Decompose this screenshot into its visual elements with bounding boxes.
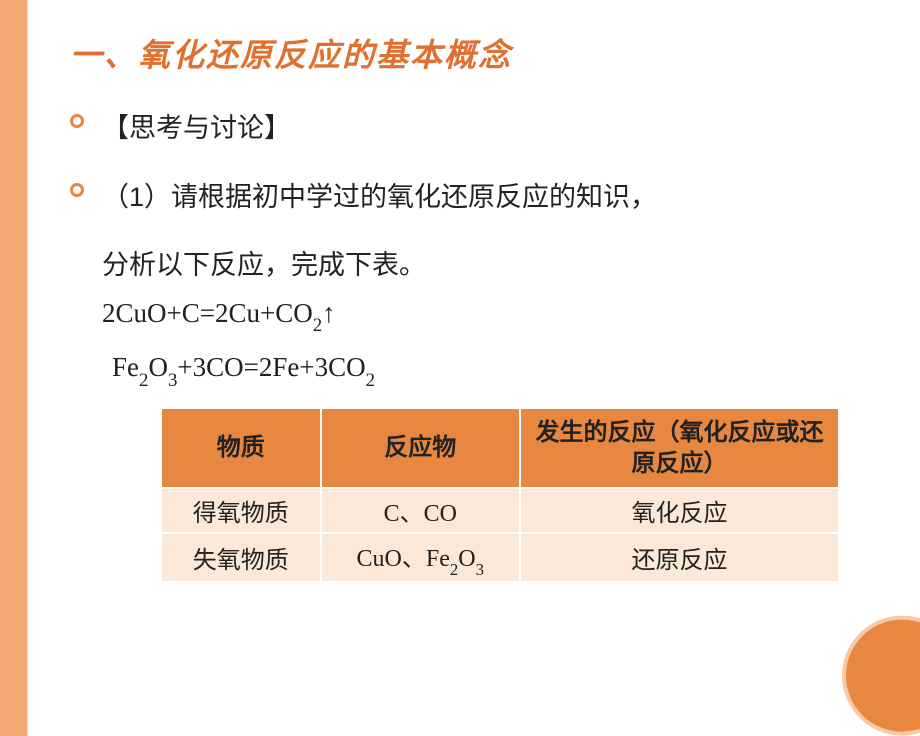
cell-r2c2: CuO、Fe2O3 xyxy=(321,533,521,582)
bullet-marker-icon xyxy=(70,114,84,128)
indent-line-1: 分析以下反应，完成下表。 xyxy=(102,241,870,290)
eq1-prefix: 2CuO+C=2Cu+CO xyxy=(102,298,313,328)
th-reactant: 反应物 xyxy=(321,408,521,488)
eq1-arrow: ↑ xyxy=(322,298,336,328)
bullet-1-text: 【思考与讨论】 xyxy=(102,104,291,153)
reaction-table: 物质 反应物 发生的反应（氧化反应或还原反应） 得氧物质 C、CO 氧化反应 失… xyxy=(160,407,840,583)
eq2-fe: Fe xyxy=(112,352,139,382)
corner-decoration-icon xyxy=(842,616,920,736)
equation-2: Fe2O3+3CO=2Fe+3CO2 xyxy=(112,352,870,388)
eq2-sub3: 2 xyxy=(366,370,375,391)
eq2-sub2: 3 xyxy=(168,370,177,391)
bullet-2-text: （1）请根据初中学过的氧化还原反应的知识， xyxy=(102,173,657,222)
table-row: 得氧物质 C、CO 氧化反应 xyxy=(161,488,839,533)
th-reaction-type: 发生的反应（氧化反应或还原反应） xyxy=(520,408,839,488)
eq2-sub1: 2 xyxy=(139,370,148,391)
th-substance: 物质 xyxy=(161,408,321,488)
bullet-marker-icon xyxy=(70,183,84,197)
cell-r1c1: 得氧物质 xyxy=(161,488,321,533)
eq2-o: O xyxy=(148,352,168,382)
table-header-row: 物质 反应物 发生的反应（氧化反应或还原反应） xyxy=(161,408,839,488)
cell-r2c3: 还原反应 xyxy=(520,533,839,582)
bullet-2: （1）请根据初中学过的氧化还原反应的知识， xyxy=(70,173,870,222)
reaction-table-container: 物质 反应物 发生的反应（氧化反应或还原反应） 得氧物质 C、CO 氧化反应 失… xyxy=(160,407,870,583)
eq2-rest: +3CO=2Fe+3CO xyxy=(177,352,365,382)
slide-container: 一、氧化还原反应的基本概念 【思考与讨论】 （1）请根据初中学过的氧化还原反应的… xyxy=(0,0,920,690)
slide-title: 一、氧化还原反应的基本概念 xyxy=(70,30,870,76)
table-row: 失氧物质 CuO、Fe2O3 还原反应 xyxy=(161,533,839,582)
equation-1: 2CuO+C=2Cu+CO2↑ xyxy=(102,298,870,334)
cell-r2c1: 失氧物质 xyxy=(161,533,321,582)
cell-r1c3: 氧化反应 xyxy=(520,488,839,533)
cell-r1c2: C、CO xyxy=(321,488,521,533)
bullet-1: 【思考与讨论】 xyxy=(70,104,870,153)
eq1-sub: 2 xyxy=(313,315,322,336)
